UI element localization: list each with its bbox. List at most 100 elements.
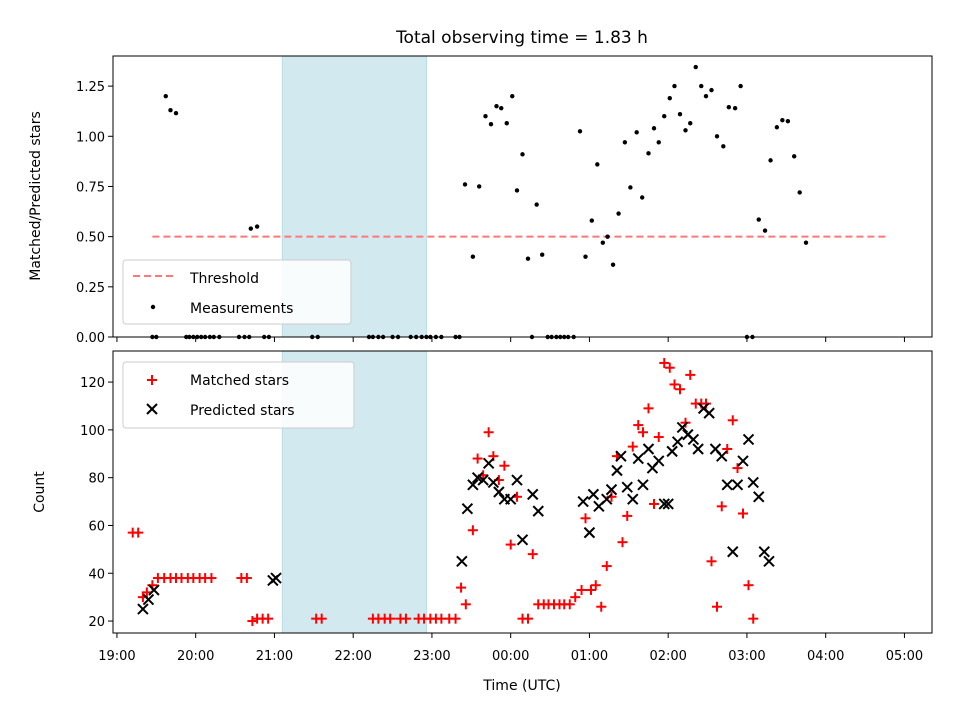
bottom-x-tick-label: 03:00 [728,649,765,664]
matched-star-point [206,573,217,584]
chart-title: Total observing time = 1.83 h [395,28,648,48]
predicted-star-point [583,526,596,539]
bottom-x-tick-label: 20:00 [177,649,214,664]
top-panel: 0.00 0.25 0.50 0.75 1.00 1.25 Total observing… [28,28,933,346]
matched-star-point [460,599,471,610]
legend-predicted-label: Predicted stars [190,403,295,419]
predicted-star-point [532,505,544,517]
measurement-point [248,226,254,231]
predicted-star-point [653,455,665,467]
bottom-panel: 20 40 60 80 100 120 19:00 20:00 21:00 22:00 23:00… [32,350,933,694]
bottom-y-axis: 20 40 60 80 100 120 [80,376,113,630]
measurement-point [173,111,179,116]
measurement-point [726,104,732,110]
matched-star-point [596,601,607,612]
matched-star-point [523,613,534,624]
bottom-x-tick-label: 21:00 [256,649,293,664]
measurement-point [785,119,791,124]
predicted-star-point [642,443,655,455]
predicted-star-point [477,474,489,486]
measurement-point [488,122,494,127]
predicted-star-point [731,479,744,491]
top-y-tick-label: 1.00 [76,130,105,145]
bottom-x-axis: 19:00 20:00 21:00 22:00 23:00 00:00 01:00 02:00… [98,633,923,664]
top-y-tick-label: 1.25 [76,80,105,95]
matched-star-point [659,357,670,368]
predicted-star-point [737,455,749,467]
matched-star-point [472,453,483,464]
bottom-x-tick-label: 05:00 [886,649,923,664]
predicted-star-point [621,481,633,493]
predicted-star-point [587,488,600,501]
measurement-point [163,93,168,99]
measurement-point [534,202,539,207]
measurement-point [168,107,173,113]
matched-star-point [499,460,510,471]
measurement-point [504,121,509,126]
predicted-star-point [611,464,623,477]
predicted-star-point [456,555,468,568]
predicted-star-point [601,493,613,505]
matched-star-point [590,580,601,591]
matched-star-point [467,525,478,536]
matched-star-point [627,441,638,452]
matched-star-point [706,556,717,567]
measurement-point [688,121,693,126]
matched-star-point [133,527,144,538]
matched-star-point [622,510,633,521]
matched-star-point [580,513,591,524]
measurement-point [797,190,802,195]
matched-star-point [564,599,575,610]
top-y-tick-label: 0.75 [76,180,105,195]
matched-star-point [456,582,467,593]
measurement-point [610,262,616,267]
measurement-point [703,93,709,99]
matched-star-point [738,508,748,519]
measurement-point [667,95,672,101]
top-y-tick-label: 0.25 [76,281,105,296]
measurement-point [656,140,661,145]
legend-threshold-label: Threshold [189,271,259,287]
top-y-axis: 0.00 0.25 0.50 0.75 1.00 1.25 [76,80,113,346]
matched-star-point [247,616,258,627]
predicted-star-point [615,450,627,462]
matched-star-point [263,613,274,624]
measurement-point [539,252,545,257]
matched-star-point [743,580,754,591]
bottom-legend-box [122,361,355,429]
measurement-point [525,256,531,261]
matched-star-point [505,539,516,550]
bottom-legend: Matched stars Predicted stars [122,361,355,429]
matched-star-point [649,498,660,509]
matched-star-point [669,379,680,390]
predicted-star-point [662,498,674,510]
predicted-star-point [721,479,733,491]
predicted-star-point [627,493,639,505]
predicted-star-point [727,546,739,558]
bottom-x-tick-label: 00:00 [492,649,529,664]
measurement-point [622,140,628,145]
matched-star-point [727,415,738,426]
bottom-x-tick-label: 04:00 [807,649,844,664]
bottom-y-axis-label: Count [32,471,48,513]
predicted-star-point [516,534,529,546]
measurement-point [721,144,726,149]
matched-star-point [450,613,461,624]
measurement-point [693,64,698,70]
measurement-point [462,182,468,187]
predicted-star-point [742,433,755,446]
predicted-star-point [716,450,728,462]
measurement-point [651,126,657,131]
predicted-star-point [671,436,684,448]
matched-star-point [680,417,691,428]
top-y-tick-label: 0.00 [76,331,105,346]
measurement-point [514,188,520,193]
predicted-star-point [763,555,775,568]
matched-star-point [664,362,675,373]
bottom-x-tick-label: 22:00 [334,649,371,664]
measurement-point [699,83,704,89]
matched-star-point [716,501,727,512]
measurement-point [738,83,743,89]
bottom-y-tick-label: 60 [88,519,105,534]
